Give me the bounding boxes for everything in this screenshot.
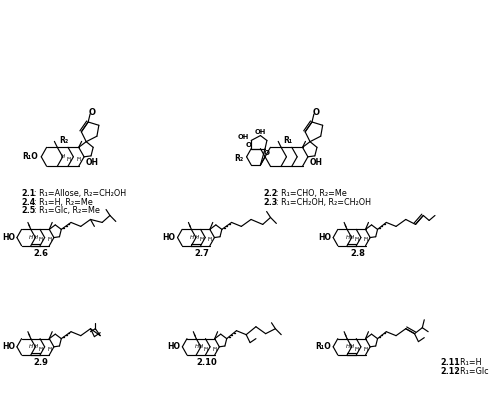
Text: H̄: H̄ [354,346,359,351]
Text: HO: HO [162,233,175,242]
Text: 2.11: 2.11 [440,358,460,367]
Text: 2.3: 2.3 [263,198,278,206]
Text: OH: OH [255,129,266,134]
Text: HO: HO [168,342,180,351]
Text: H̄: H̄ [66,157,70,162]
Text: : R₁=CH₂OH, R₂=CH₂OH: : R₁=CH₂OH, R₂=CH₂OH [276,198,371,206]
Text: HO: HO [2,342,15,351]
Text: OH: OH [238,134,250,141]
Text: H̄: H̄ [199,237,203,242]
Text: H̄: H̄ [213,346,217,351]
Text: : R₁=Allose, R₂=CH₂OH: : R₁=Allose, R₂=CH₂OH [34,189,126,198]
Text: : R₁=Glc, R₂=Me: : R₁=Glc, R₂=Me [34,206,100,215]
Text: : R₁=H: : R₁=H [455,358,481,367]
Text: H̄: H̄ [76,157,81,162]
Text: H: H [190,235,194,240]
Text: H: H [350,235,354,240]
Text: H̄: H̄ [38,346,42,351]
Text: 2.10: 2.10 [196,358,217,367]
Text: H: H [29,235,34,240]
Text: HO: HO [318,233,331,242]
Text: 2.6: 2.6 [34,249,49,258]
Text: R₂: R₂ [60,136,68,145]
Text: H̄: H̄ [364,237,368,242]
Text: H: H [346,235,350,240]
Text: R₁: R₁ [284,136,292,145]
Text: H: H [194,235,198,240]
Text: 2.5: 2.5 [22,206,36,215]
Text: R₁O: R₁O [316,342,331,351]
Text: O: O [245,141,251,148]
Text: HO: HO [2,233,15,242]
Text: H̄: H̄ [38,237,42,242]
Text: 2.8: 2.8 [350,249,365,258]
Text: 2.12: 2.12 [440,367,460,376]
Text: H: H [199,344,203,349]
Text: R₁O: R₁O [22,152,38,161]
Text: H̄: H̄ [204,346,208,351]
Text: H̄: H̄ [364,346,368,351]
Text: 2.1: 2.1 [22,189,36,198]
Text: H̄: H̄ [48,237,52,242]
Text: 2.7: 2.7 [194,249,210,258]
Text: H: H [61,154,66,159]
Text: H: H [346,344,350,349]
Text: H: H [194,344,198,349]
Text: O: O [312,108,320,117]
Text: OH: OH [310,158,323,167]
Text: H: H [350,344,354,349]
Text: OH: OH [86,158,99,167]
Text: H̄: H̄ [354,237,359,242]
Text: H: H [29,344,34,349]
Text: : R₁=CHO, R₂=Me: : R₁=CHO, R₂=Me [276,189,346,198]
Text: 2.9: 2.9 [34,358,48,367]
Text: H̄: H̄ [48,346,52,351]
Text: O: O [88,108,96,117]
Text: O: O [264,150,270,156]
Text: R₂: R₂ [234,154,244,163]
Text: 2.2: 2.2 [263,189,278,198]
Text: 2.4: 2.4 [22,198,36,206]
Text: : R₁=H, R₂=Me: : R₁=H, R₂=Me [34,198,93,206]
Text: H: H [34,344,38,349]
Text: H: H [34,235,38,240]
Text: : R₁=Glc: : R₁=Glc [455,367,488,376]
Text: H̄: H̄ [208,237,212,242]
